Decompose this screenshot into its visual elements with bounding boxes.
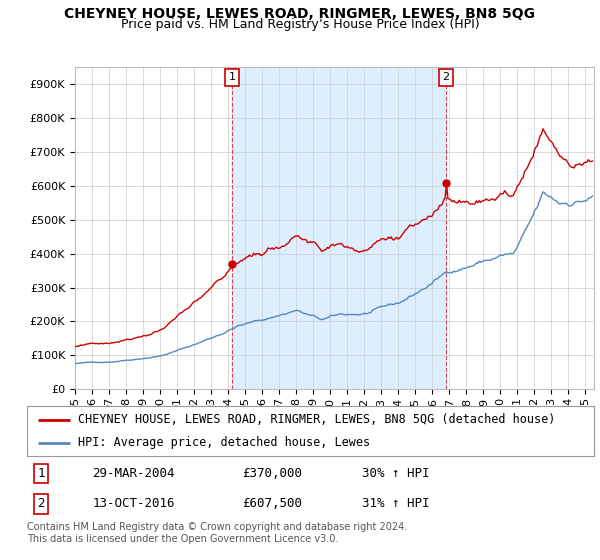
Text: £370,000: £370,000 <box>242 467 302 480</box>
Text: 1: 1 <box>229 72 236 82</box>
Text: Contains HM Land Registry data © Crown copyright and database right 2024.
This d: Contains HM Land Registry data © Crown c… <box>27 522 407 544</box>
Text: CHEYNEY HOUSE, LEWES ROAD, RINGMER, LEWES, BN8 5QG (detached house): CHEYNEY HOUSE, LEWES ROAD, RINGMER, LEWE… <box>78 413 556 426</box>
Text: HPI: Average price, detached house, Lewes: HPI: Average price, detached house, Lewe… <box>78 436 370 449</box>
Text: 29-MAR-2004: 29-MAR-2004 <box>92 467 175 480</box>
Text: 2: 2 <box>442 72 449 82</box>
Bar <box>232 67 446 389</box>
Text: 31% ↑ HPI: 31% ↑ HPI <box>362 497 429 510</box>
Text: 2: 2 <box>37 497 45 510</box>
Text: 30% ↑ HPI: 30% ↑ HPI <box>362 467 429 480</box>
Text: 1: 1 <box>37 467 45 480</box>
Text: £607,500: £607,500 <box>242 497 302 510</box>
Text: Price paid vs. HM Land Registry’s House Price Index (HPI): Price paid vs. HM Land Registry’s House … <box>121 18 479 31</box>
Text: CHEYNEY HOUSE, LEWES ROAD, RINGMER, LEWES, BN8 5QG: CHEYNEY HOUSE, LEWES ROAD, RINGMER, LEWE… <box>65 7 536 21</box>
Text: 13-OCT-2016: 13-OCT-2016 <box>92 497 175 510</box>
